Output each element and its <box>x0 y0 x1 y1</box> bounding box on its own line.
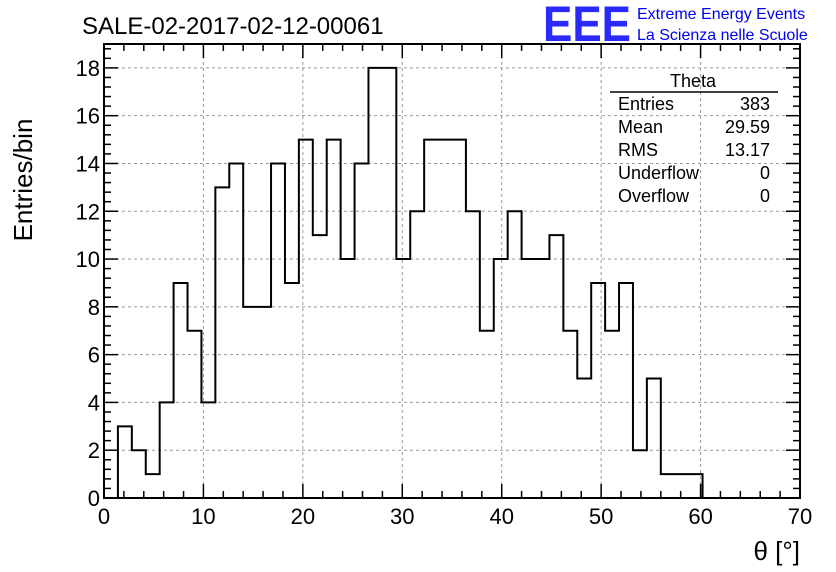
chart-title: SALE-02-2017-02-12-00061 <box>82 13 384 40</box>
stats-label-overflow: Overflow <box>618 186 690 206</box>
histogram-bin <box>508 211 522 498</box>
histogram-bin <box>633 450 647 498</box>
histogram-bin <box>675 474 689 498</box>
y-tick-labels: 0 2 4 6 8 10 12 14 16 18 <box>76 56 100 511</box>
x-tick-label: 0 <box>98 504 110 529</box>
histogram-bin <box>591 283 605 498</box>
y-tick-label: 2 <box>88 438 100 463</box>
stats-label-mean: Mean <box>618 117 663 137</box>
y-tick-label: 8 <box>88 295 100 320</box>
x-tick-label: 60 <box>688 504 712 529</box>
histogram-bin <box>160 402 174 498</box>
histogram-bin <box>605 331 619 498</box>
y-tick-label: 4 <box>88 390 100 415</box>
x-tick-label: 30 <box>390 504 414 529</box>
y-tick-label: 10 <box>76 247 100 272</box>
histogram-bin <box>494 259 508 498</box>
y-tick-label: 18 <box>76 56 100 81</box>
histogram-bin <box>452 140 466 498</box>
histogram-bin <box>438 140 452 498</box>
x-tick-label: 40 <box>489 504 513 529</box>
histogram-bin <box>285 283 299 498</box>
x-tick-label: 10 <box>191 504 215 529</box>
histogram-bin <box>257 307 271 498</box>
histogram-bin <box>647 379 661 498</box>
x-tick-label: 20 <box>291 504 315 529</box>
histogram-bin <box>174 283 188 498</box>
histogram-bin <box>146 474 160 498</box>
histogram-bin <box>619 283 633 498</box>
histogram-bin <box>271 163 285 498</box>
stats-value-overflow: 0 <box>760 186 770 206</box>
x-tick-label: 50 <box>589 504 613 529</box>
histogram-bin <box>522 259 536 498</box>
histogram-bin <box>368 68 382 498</box>
histogram-bin <box>243 307 257 498</box>
histogram-bin <box>396 259 410 498</box>
plot-frame <box>103 43 801 499</box>
x-tick-labels: 0 10 20 30 40 50 60 70 <box>98 504 812 529</box>
stats-label-rms: RMS <box>618 140 658 160</box>
stats-label-underflow: Underflow <box>618 163 700 183</box>
y-tick-label: 14 <box>76 151 100 176</box>
histogram-bin <box>118 426 132 498</box>
stats-value-rms: 13.17 <box>725 140 770 160</box>
histogram-bin <box>410 211 424 498</box>
stats-value-entries: 383 <box>740 94 770 114</box>
y-tick-label: 12 <box>76 199 100 224</box>
histogram-bin <box>188 331 202 498</box>
histogram-bin <box>313 235 327 498</box>
stats-value-mean: 29.59 <box>725 117 770 137</box>
stats-label-entries: Entries <box>618 94 674 114</box>
histogram-bin <box>536 259 550 498</box>
histogram-bin <box>563 331 577 498</box>
histogram-bin <box>466 211 480 498</box>
histogram-bin <box>327 140 341 498</box>
histogram-bin <box>229 163 243 498</box>
eee-logo: EEE Extreme Energy Events La Scienza nel… <box>543 0 808 52</box>
histogram-bin <box>132 450 146 498</box>
histogram-bin <box>661 474 675 498</box>
stats-box-title: Theta <box>670 71 717 91</box>
histogram-bin <box>341 259 355 498</box>
histogram-bin <box>215 187 229 498</box>
histogram-bin <box>577 379 591 498</box>
stats-value-underflow: 0 <box>760 163 770 183</box>
histogram-bin <box>355 163 369 498</box>
histogram-bin <box>549 235 563 498</box>
x-tick-label: 70 <box>788 504 812 529</box>
histogram-bin <box>424 140 438 498</box>
y-axis-title: Entries/bin <box>8 119 38 242</box>
histogram-bin <box>201 402 215 498</box>
stats-box: Theta Entries 383 Mean 29.59 RMS 13.17 U… <box>610 71 778 206</box>
y-tick-label: 0 <box>88 486 100 511</box>
y-tick-label: 16 <box>76 104 100 129</box>
histogram-bin <box>299 140 313 498</box>
histogram-bin <box>480 331 494 498</box>
histogram-series <box>116 66 704 498</box>
logo-line-1: Extreme Energy Events <box>637 6 805 23</box>
histogram-outline <box>116 66 704 498</box>
logo-line-2: La Scienza nelle Scuole <box>637 27 808 44</box>
histogram-bin <box>382 68 396 498</box>
axis-ticks <box>103 44 801 499</box>
x-axis-title: θ [°] <box>753 536 800 566</box>
y-tick-label: 6 <box>88 343 100 368</box>
grid-lines <box>104 44 800 498</box>
